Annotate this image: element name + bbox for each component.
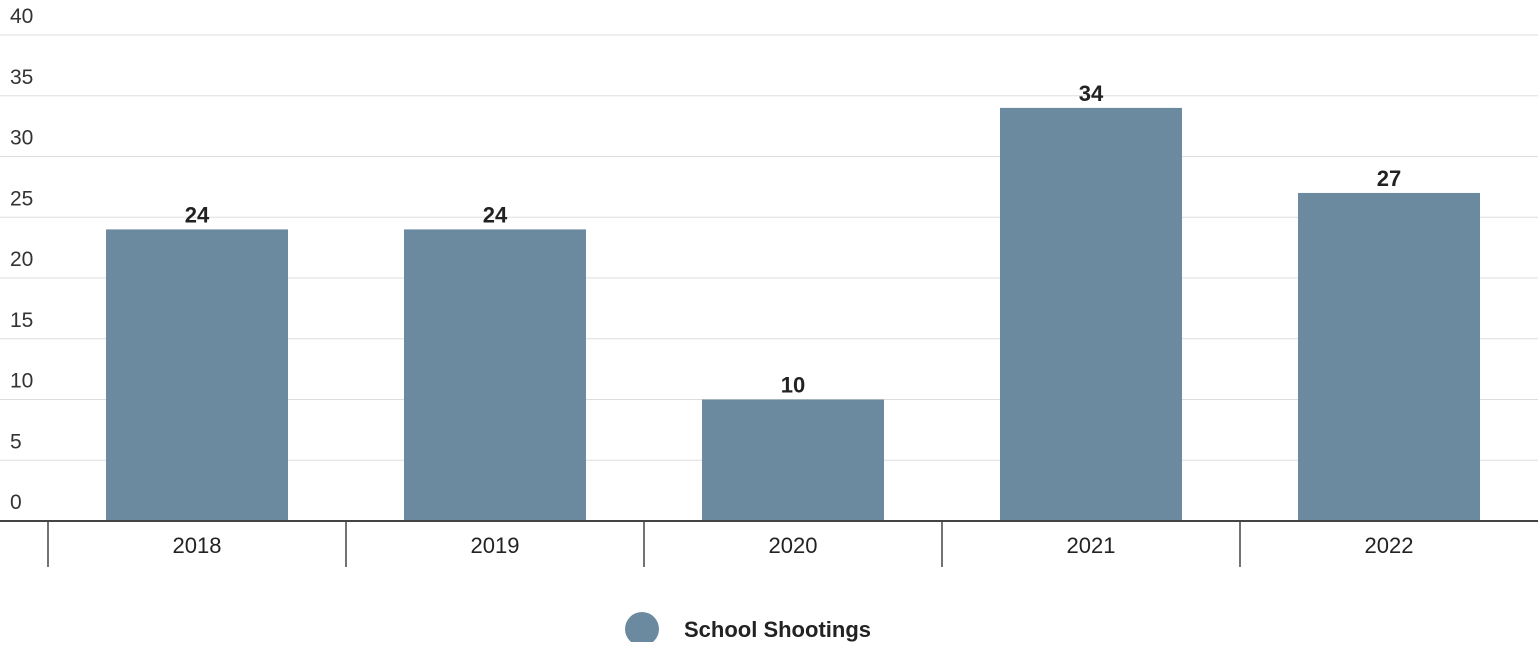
x-tick-label-2020: 2020	[769, 533, 818, 558]
legend-swatch-school-shootings	[625, 612, 659, 642]
data-labels: 24 24 10 34 27	[185, 81, 1401, 398]
x-tick-label-2018: 2018	[173, 533, 222, 558]
data-label-2018: 24	[185, 202, 210, 227]
y-tick-label: 35	[10, 66, 33, 89]
bars	[106, 108, 1480, 521]
bar-2020	[702, 400, 884, 522]
x-axis: 2018 2019 2020 2021 2022	[0, 521, 1538, 567]
y-tick-label: 10	[10, 370, 33, 393]
y-tick-label: 20	[10, 248, 33, 271]
bar-2019	[404, 229, 586, 521]
y-axis-ticks: 0 5 10 15 20 25 30 35 40	[10, 5, 33, 514]
data-label-2021: 34	[1079, 81, 1104, 106]
y-tick-label: 5	[10, 430, 22, 453]
legend: School Shootings	[625, 612, 871, 642]
bar-2022	[1298, 193, 1480, 521]
x-tick-label-2022: 2022	[1365, 533, 1414, 558]
data-label-2020: 10	[781, 373, 805, 398]
data-label-2019: 24	[483, 202, 508, 227]
y-tick-label: 0	[10, 491, 22, 514]
legend-label-school-shootings: School Shootings	[684, 617, 871, 642]
x-tick-label-2021: 2021	[1067, 533, 1116, 558]
y-tick-label: 40	[10, 5, 33, 28]
y-tick-label: 15	[10, 309, 33, 332]
y-tick-label: 25	[10, 187, 33, 210]
bar-2021	[1000, 108, 1182, 521]
data-label-2022: 27	[1377, 166, 1401, 191]
bar-2018	[106, 229, 288, 521]
x-tick-label-2019: 2019	[471, 533, 520, 558]
y-tick-label: 30	[10, 127, 33, 150]
